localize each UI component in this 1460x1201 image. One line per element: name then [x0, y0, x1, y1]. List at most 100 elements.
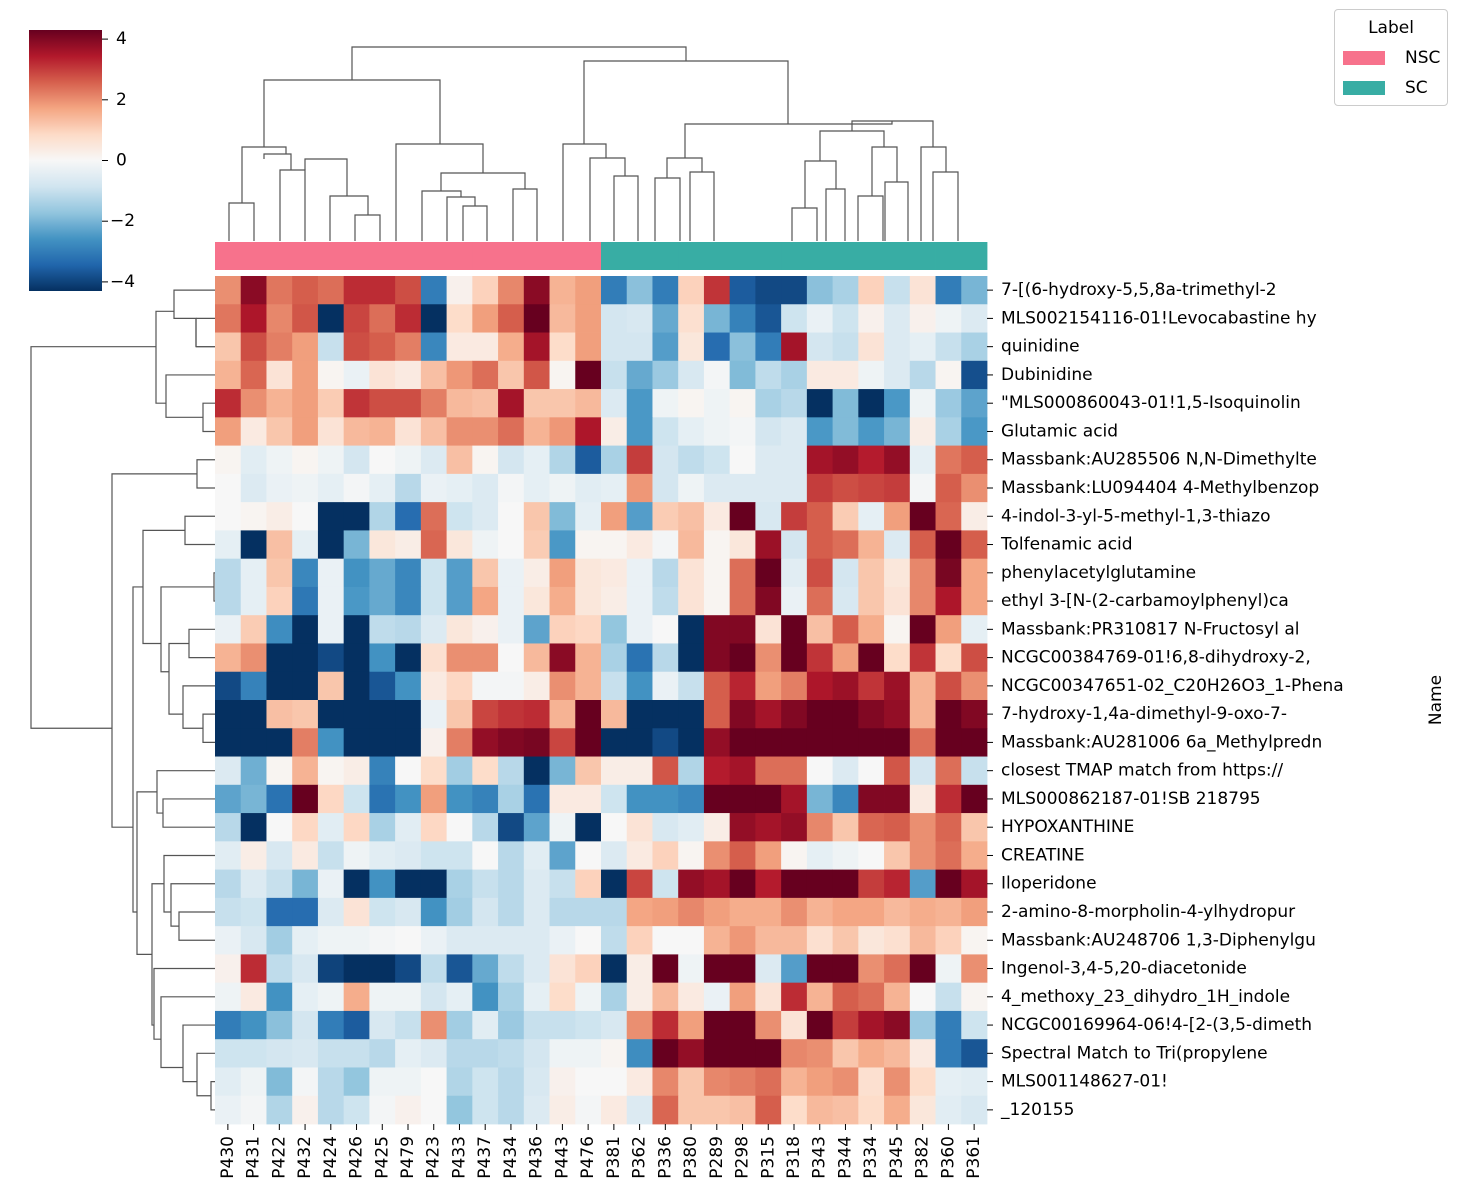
heatmap-cell: [472, 869, 499, 899]
heatmap-cell: [729, 615, 756, 644]
heatmap-cell: [909, 784, 936, 814]
heatmap-cell: [549, 784, 576, 814]
dendrogram-link: [684, 121, 893, 158]
heatmap-cell: [549, 332, 576, 362]
heatmap-cell: [317, 332, 345, 362]
heatmap-cell: [498, 389, 525, 418]
heatmap-cell: [755, 643, 782, 673]
heatmap-cell: [420, 700, 447, 729]
heatmap-cell: [472, 897, 499, 927]
heatmap-cell: [343, 1095, 370, 1125]
heatmap-cell: [601, 671, 628, 701]
heatmap-cell: [343, 982, 370, 1012]
heatmap-cell: [369, 360, 396, 390]
dendrogram-link: [613, 175, 639, 241]
heatmap-cell: [343, 530, 370, 560]
heatmap-cell: [703, 473, 731, 503]
column-label: P431: [244, 1136, 264, 1179]
heatmap-cell: [858, 502, 885, 531]
heatmap-cell: [266, 445, 293, 475]
heatmap-cell: [317, 700, 345, 729]
heatmap-cell: [369, 756, 396, 786]
heatmap-cell: [498, 671, 525, 701]
heatmap-cell: [858, 445, 885, 475]
heatmap-cell: [575, 643, 602, 673]
heatmap-cell: [498, 558, 525, 588]
heatmap-cell: [935, 615, 962, 644]
heatmap-cell: [498, 417, 525, 446]
heatmap-cell: [626, 1067, 653, 1097]
heatmap-cell: [446, 756, 473, 786]
heatmap-cell: [369, 643, 396, 673]
heatmap-cell: [395, 897, 422, 927]
heatmap-cell: [395, 700, 422, 729]
heatmap-cell: [343, 841, 370, 870]
heatmap-cell: [395, 558, 422, 588]
heatmap-cell: [523, 360, 550, 390]
heatmap-cell: [729, 813, 756, 842]
heatmap-cell: [215, 982, 242, 1012]
row-label: phenylacetylglutamine: [1001, 563, 1196, 583]
heatmap-cell: [961, 954, 988, 984]
heatmap-cell: [935, 332, 962, 362]
heatmap-cell: [935, 276, 962, 305]
column-label: P380: [681, 1136, 701, 1179]
row-label: Massbank:AU281006 6a_Methylpredn: [1001, 732, 1322, 752]
heatmap-cell: [369, 1010, 396, 1040]
heatmap-cell: [601, 389, 628, 418]
heatmap-cell: [446, 473, 473, 503]
heatmap-cell: [884, 502, 911, 531]
heatmap-cell: [935, 1039, 962, 1068]
heatmap-cell: [703, 813, 731, 842]
heatmap-cell: [343, 473, 370, 503]
heatmap-cell: [498, 954, 525, 984]
heatmap-cell: [446, 502, 473, 531]
heatmap-cell: [215, 615, 242, 644]
heatmap-cell: [215, 869, 242, 899]
heatmap-cell: [523, 530, 550, 560]
heatmap-cell: [420, 445, 447, 475]
heatmap-cell: [549, 586, 576, 616]
heatmap-cell: [884, 445, 911, 475]
heatmap-cell: [729, 869, 756, 899]
heatmap-cell: [472, 784, 499, 814]
heatmap-cell: [240, 756, 267, 786]
heatmap-cell: [240, 954, 267, 984]
heatmap-cell: [858, 615, 885, 644]
heatmap-cell: [446, 332, 473, 362]
colorbar-tick-label: 4: [116, 29, 127, 49]
heatmap-cell: [729, 417, 756, 446]
heatmap-cell: [961, 558, 988, 588]
heatmap-cell: [703, 1010, 731, 1040]
heatmap-cell: [317, 276, 345, 305]
row-dendrogram: [30, 289, 215, 1111]
heatmap-cell: [832, 276, 859, 305]
heatmap-cell: [626, 530, 653, 560]
heatmap-cell: [601, 841, 628, 870]
heatmap-cell: [601, 1039, 628, 1068]
heatmap-cell: [755, 756, 782, 786]
dendrogram-link: [228, 202, 255, 241]
heatmap-cell: [420, 615, 447, 644]
heatmap-cell: [292, 1039, 319, 1068]
heatmap-cell: [446, 700, 473, 729]
heatmap-cell: [575, 445, 602, 475]
heatmap-cell: [626, 1010, 653, 1040]
heatmap-cell: [601, 643, 628, 673]
heatmap-cell: [729, 897, 756, 927]
heatmap-cells: [215, 276, 988, 1125]
heatmap-cell: [909, 530, 936, 560]
column-label: P422: [269, 1136, 289, 1179]
heatmap-cell: [446, 1039, 473, 1068]
column-group-cell: [292, 242, 319, 270]
heatmap-cell: [420, 954, 447, 984]
heatmap-cell: [626, 700, 653, 729]
heatmap-cell: [755, 982, 782, 1012]
heatmap-cell: [292, 897, 319, 927]
heatmap-cell: [472, 276, 499, 305]
column-label: P360: [938, 1136, 958, 1179]
heatmap-cell: [369, 841, 396, 870]
heatmap-cell: [317, 304, 345, 333]
heatmap-cell: [395, 389, 422, 418]
heatmap-cell: [935, 897, 962, 927]
